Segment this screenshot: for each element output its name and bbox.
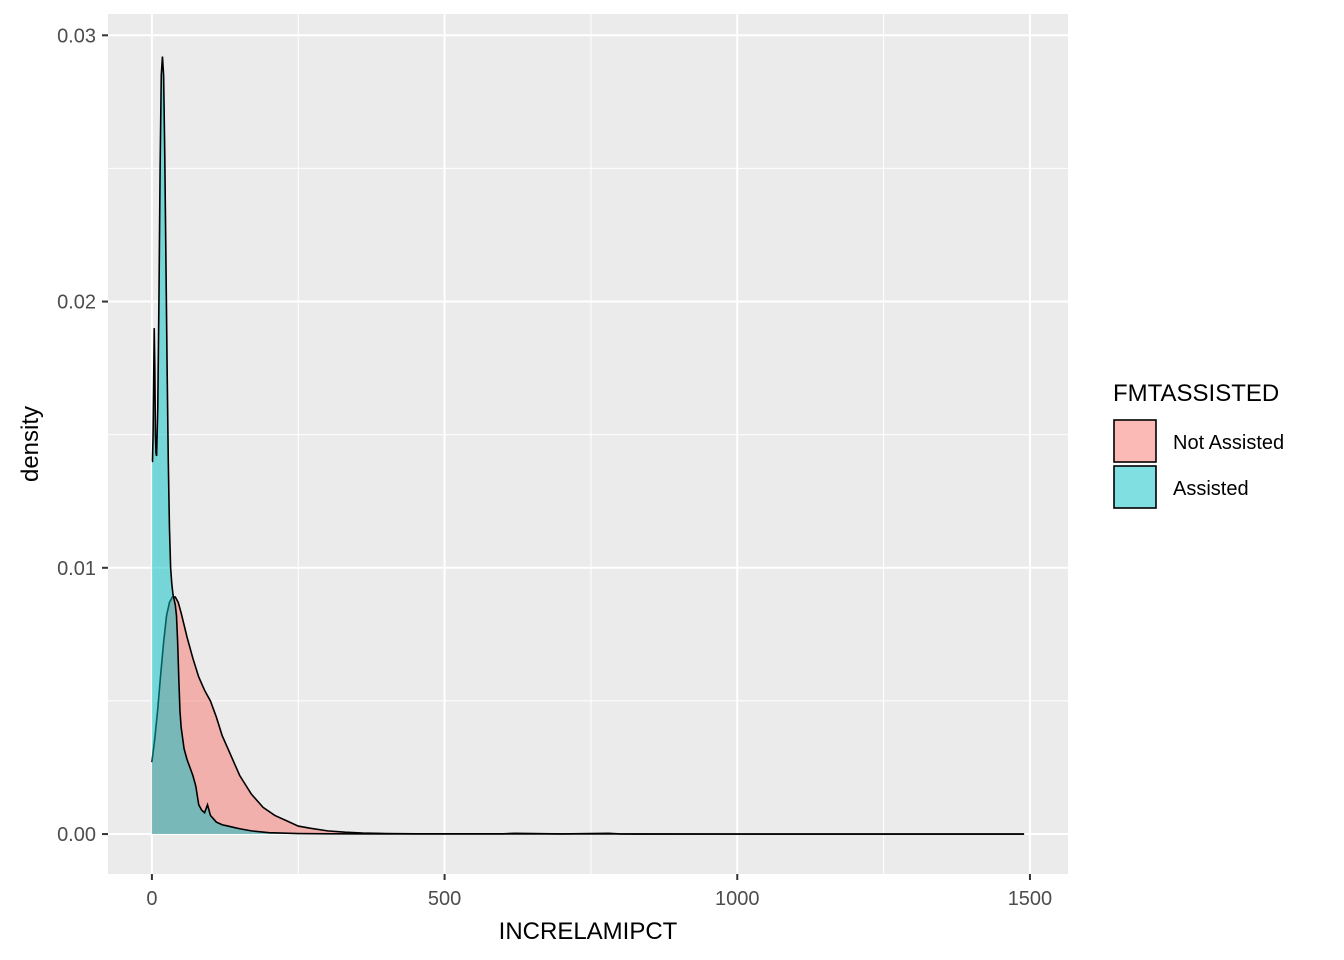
legend-swatch-not-assisted (1113, 419, 1157, 463)
density-area-not-assisted (151, 597, 1025, 835)
y-axis-ticks: 0.00 0.01 0.02 0.03 (57, 25, 108, 846)
x-tick-label: 0 (146, 888, 157, 910)
legend-label: Not Assisted (1173, 432, 1284, 454)
x-tick-label: 500 (428, 888, 461, 910)
x-tick-label: 1000 (715, 888, 760, 910)
y-axis-title: density (17, 406, 44, 482)
legend-label: Assisted (1173, 478, 1249, 500)
x-axis-ticks: 0 500 1000 1500 (146, 874, 1052, 910)
y-tick-label: 0.00 (57, 824, 96, 846)
grid-minor (108, 14, 1068, 874)
density-areas (151, 56, 1025, 835)
panel-background (108, 14, 1068, 874)
y-tick-label: 0.01 (57, 558, 96, 580)
legend: FMTASSISTED Not Assisted Assisted (1113, 380, 1284, 509)
legend-title: FMTASSISTED (1113, 380, 1279, 407)
density-line-assisted (151, 56, 1025, 835)
x-tick-label: 1500 (1008, 888, 1053, 910)
y-tick-label: 0.03 (57, 25, 96, 47)
grid-major (108, 14, 1068, 874)
x-axis-title: INCRELAMIPCT (499, 918, 678, 945)
legend-swatch-assisted (1113, 465, 1157, 509)
y-tick-label: 0.02 (57, 292, 96, 314)
legend-entries: Not Assisted Assisted (1113, 419, 1284, 509)
